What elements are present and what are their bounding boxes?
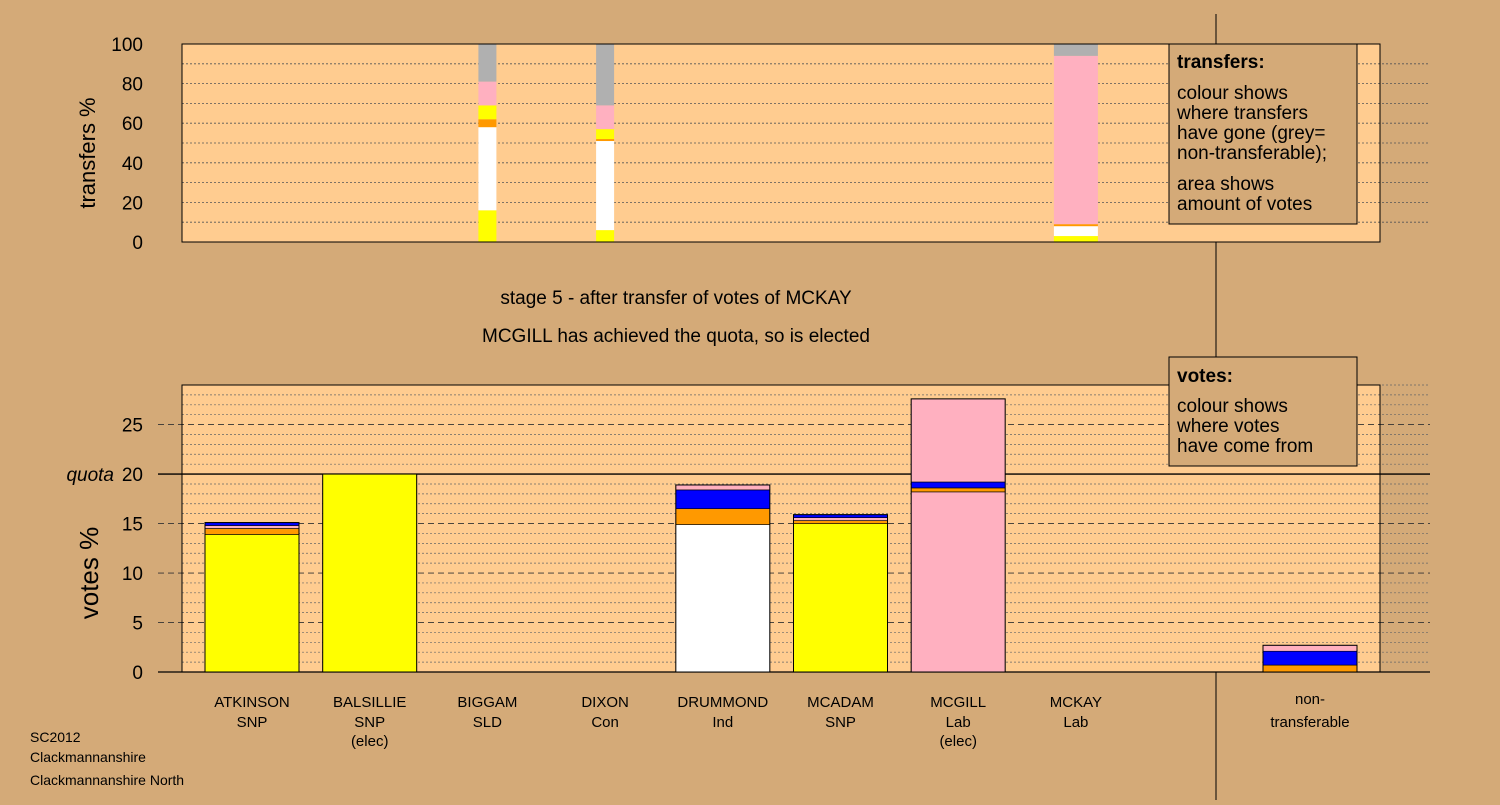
quota-label: quota xyxy=(66,465,114,486)
transfer-segment xyxy=(478,44,497,82)
candidate-party-label: Lab xyxy=(1063,714,1088,731)
vote-segment xyxy=(910,487,1006,493)
candidate-party-label: SNP xyxy=(354,714,385,731)
candidate-party-label: SNP xyxy=(237,714,268,731)
transfers-legend-line: colour shows xyxy=(1177,83,1288,104)
transfers-y-tick-labels: 0 20 40 60 80 100 xyxy=(111,35,143,254)
votes-y-tick-label: 10 xyxy=(122,564,143,585)
candidate-party-label: Lab xyxy=(946,714,971,731)
footer-ward: Clackmannanshire North xyxy=(30,772,184,788)
votes-bars xyxy=(204,398,1358,673)
votes-legend-line: where votes xyxy=(1176,416,1279,437)
votes-legend-heading: votes: xyxy=(1177,366,1233,387)
transfers-y-axis-label: transfers % xyxy=(75,97,100,208)
transfer-segment xyxy=(1053,44,1098,56)
candidate-name-label: DRUMMOND xyxy=(677,694,768,711)
vote-segment xyxy=(793,520,888,524)
votes-y-tick-label: 5 xyxy=(132,614,143,635)
vote-segment xyxy=(910,398,1006,483)
vote-segment xyxy=(675,489,771,510)
vote-segment xyxy=(675,484,771,491)
transfer-segment xyxy=(596,230,615,242)
candidate-elected-label: (elec) xyxy=(351,733,389,750)
transfers-legend-heading: transfers: xyxy=(1177,52,1265,73)
transfers-legend-line: have gone (grey= xyxy=(1177,123,1325,144)
transfers-legend-box xyxy=(1168,43,1358,225)
transfer-segment xyxy=(478,105,497,120)
transfer-segment xyxy=(1053,55,1098,225)
footer-election: SC2012 xyxy=(30,729,81,745)
transfers-y-tick-label: 40 xyxy=(122,154,143,175)
votes-y-tick-label: 15 xyxy=(122,515,143,536)
transfer-segment xyxy=(478,81,497,106)
nontransferable-segment xyxy=(1262,664,1358,673)
nontransferable-label: non- xyxy=(1295,691,1325,708)
candidate-party-label: Con xyxy=(591,714,619,731)
transfer-segment xyxy=(1053,226,1098,237)
candidate-party-label: SNP xyxy=(825,714,856,731)
candidate-name-label: MCADAM xyxy=(807,694,874,711)
candidate-party-label: Ind xyxy=(712,714,733,731)
transfers-legend-line: where transfers xyxy=(1176,103,1308,124)
transfers-plot-frame xyxy=(181,43,1381,243)
transfers-legend-line: amount of votes xyxy=(1177,194,1312,215)
nontransferable-segment xyxy=(1262,644,1358,652)
candidate-name-label: ATKINSON xyxy=(214,694,290,711)
votes-x-labels: ATKINSON SNP BALSILLIE SNP (elec) BIGGAM SLD DI… xyxy=(214,691,1349,750)
votes-y-tick-label: 25 xyxy=(122,416,143,437)
vote-segment xyxy=(910,481,1006,489)
vote-segment xyxy=(675,524,771,673)
vote-segment xyxy=(793,517,888,521)
candidate-party-label: SLD xyxy=(473,714,502,731)
transfers-y-tick-label: 100 xyxy=(111,35,143,56)
transfer-segment xyxy=(596,105,615,130)
vote-segment xyxy=(204,528,300,535)
votes-legend-box xyxy=(1168,356,1358,467)
vote-segment xyxy=(322,473,418,673)
transfers-legend-line: area shows xyxy=(1177,174,1274,195)
transfer-segment xyxy=(596,129,615,140)
vote-segment xyxy=(204,534,300,673)
candidate-name-label: MCGILL xyxy=(930,694,986,711)
candidate-name-label: MCKAY xyxy=(1050,694,1102,711)
candidate-name-label: DIXON xyxy=(581,694,629,711)
transfers-legend-line: non-transferable); xyxy=(1177,143,1327,164)
nontransferable-segment xyxy=(1262,650,1358,666)
stage-subtitle: MCGILL has achieved the quota, so is ele… xyxy=(482,326,870,347)
transfer-segment xyxy=(1053,236,1098,242)
transfers-y-tick-label: 80 xyxy=(122,75,143,96)
vote-segment xyxy=(910,491,1006,673)
vote-segment xyxy=(204,525,300,529)
transfers-y-tick-label: 0 xyxy=(132,233,143,254)
vote-segment xyxy=(675,508,771,525)
transfer-segment xyxy=(596,44,615,106)
transfers-bars xyxy=(478,44,1098,242)
transfers-legend: transfers: colour shows where transfers … xyxy=(1168,43,1358,225)
stage-title: stage 5 - after transfer of votes of MCK… xyxy=(500,288,852,309)
transfer-segment xyxy=(596,139,615,142)
votes-legend-line: colour shows xyxy=(1177,396,1288,417)
vote-segment xyxy=(793,523,888,673)
transfer-segment xyxy=(1053,224,1098,227)
transfer-segment xyxy=(596,141,615,231)
votes-y-tick-label: 20 xyxy=(122,465,143,486)
votes-y-tick-labels: 0 5 10 15 20 quota 25 xyxy=(66,416,143,684)
nontransferable-label: transferable xyxy=(1270,714,1349,731)
transfer-segment xyxy=(478,119,497,128)
candidate-name-label: BALSILLIE xyxy=(333,694,406,711)
votes-legend-line: have come from xyxy=(1177,436,1313,457)
candidate-elected-label: (elec) xyxy=(939,733,977,750)
transfer-segment xyxy=(478,127,497,211)
votes-plot-frame xyxy=(181,384,1381,673)
votes-y-tick-label: 0 xyxy=(132,663,143,684)
transfers-y-tick-label: 60 xyxy=(122,114,143,135)
transfer-segment xyxy=(478,210,497,242)
votes-y-axis-label: votes % xyxy=(74,527,104,620)
votes-legend: votes: colour shows where votes have com… xyxy=(1168,356,1358,467)
footer-council: Clackmannanshire xyxy=(30,749,146,765)
transfers-y-tick-label: 20 xyxy=(122,193,143,214)
candidate-name-label: BIGGAM xyxy=(457,694,517,711)
